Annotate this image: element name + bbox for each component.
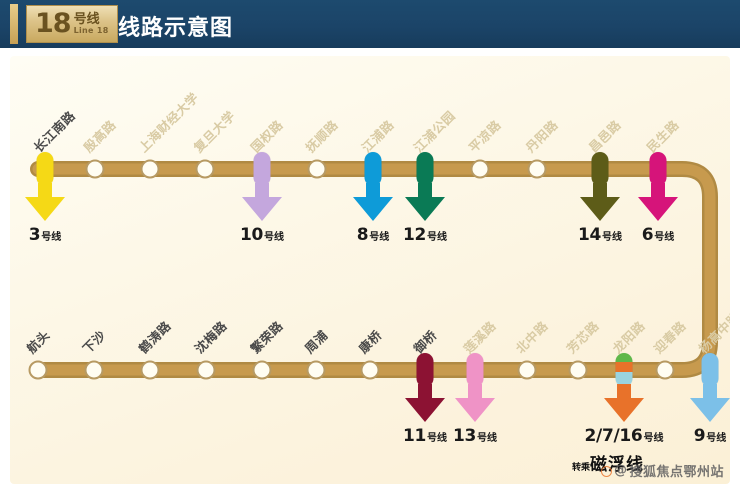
transfer-arrow-icon <box>580 183 620 221</box>
watermark: @ 搜狐焦点鄂州站 <box>600 461 724 480</box>
transfer-line-label: 9 号线 <box>694 426 727 446</box>
transfer-arrow <box>604 384 644 426</box>
transfer-arrow-icon <box>242 183 282 221</box>
transfer-arrow <box>353 183 393 225</box>
route-track <box>30 161 718 378</box>
maglev-prefix: 转乘 <box>572 463 591 473</box>
transfer-arrow-icon <box>353 183 393 221</box>
sohu-logo-icon <box>600 466 612 477</box>
transfer-line-suffix: 号线 <box>654 232 675 243</box>
line-badge-en: Line 18 <box>73 25 109 35</box>
station-dot[interactable] <box>140 159 160 179</box>
transfer-line-label: 2/7/16 号线 <box>585 426 664 446</box>
transfer-line-number: 3 <box>28 225 41 245</box>
station-dot[interactable] <box>196 360 216 380</box>
transfer-line-number: 11 <box>402 426 427 446</box>
transfer-arrow <box>405 384 445 426</box>
transfer-line-number: 14 <box>577 225 602 245</box>
transfer-line-label: 14 号线 <box>578 225 622 245</box>
transfer-arrow <box>455 384 495 426</box>
transfer-line-suffix: 号线 <box>706 433 727 444</box>
transfer-arrow-icon <box>25 183 65 221</box>
line-badge-number: 18 <box>35 8 72 39</box>
station-dot[interactable] <box>360 360 380 380</box>
transfer-line-suffix: 号线 <box>643 433 664 444</box>
transfer-line-suffix: 号线 <box>369 232 390 243</box>
transfer-line-number: 9 <box>693 426 706 446</box>
transfer-line-label: 11 号线 <box>403 426 447 446</box>
station-dot[interactable] <box>527 159 547 179</box>
transfer-arrow-icon <box>405 183 445 221</box>
station-dot[interactable] <box>140 360 160 380</box>
transfer-line-suffix: 号线 <box>602 232 623 243</box>
route-diagram: 长江南路 殷高路 上海财经大学 复旦大学 国权路 抚顺路 江浦路 江浦公园 平凉路 丹阳路 昌邑路民… <box>10 56 730 484</box>
interchange-station-marker[interactable] <box>591 152 609 186</box>
interchange-station-marker[interactable] <box>701 353 719 387</box>
transfer-line-label: 10 号线 <box>240 225 284 245</box>
transfer-arrow <box>405 183 445 225</box>
transfer-line-number: 12 <box>402 225 427 245</box>
transfer-arrow <box>242 183 282 225</box>
transfer-line-label: 8 号线 <box>357 225 390 245</box>
interchange-station-marker[interactable] <box>649 152 667 186</box>
transfer-line-suffix: 号线 <box>264 232 285 243</box>
interchange-station-marker[interactable] <box>615 353 633 387</box>
transfer-arrow <box>25 183 65 225</box>
watermark-text: 搜狐焦点鄂州站 <box>629 465 724 480</box>
line-badge: 18 号线 Line 18 <box>26 5 118 43</box>
station-dot[interactable] <box>517 360 537 380</box>
transfer-line-label: 6 号线 <box>642 225 675 245</box>
page-title: 线路示意图 <box>118 16 234 41</box>
line-badge-cn: 号线 <box>73 11 100 27</box>
transfer-line-number: 6 <box>641 225 654 245</box>
page-header: 18 号线 Line 18 线路示意图 <box>0 0 740 48</box>
transfer-line-number: 8 <box>356 225 369 245</box>
station-dot[interactable] <box>84 360 104 380</box>
transfer-line-number: 10 <box>239 225 264 245</box>
header-accent-bar <box>10 4 18 44</box>
transfer-arrow-icon <box>405 384 445 422</box>
transfer-line-label: 3 号线 <box>29 225 62 245</box>
transfer-arrow-icon <box>455 384 495 422</box>
station-dot[interactable] <box>307 159 327 179</box>
station-dot[interactable] <box>85 159 105 179</box>
transfer-line-label: 13 号线 <box>453 426 497 446</box>
transfer-arrow <box>690 384 730 426</box>
interchange-station-marker[interactable] <box>253 152 271 186</box>
transfer-arrow-icon <box>690 384 730 422</box>
transfer-arrow-icon <box>604 384 644 422</box>
transfer-line-suffix: 号线 <box>427 232 448 243</box>
interchange-station-marker[interactable] <box>364 152 382 186</box>
station-dot[interactable] <box>252 360 272 380</box>
station-dot[interactable] <box>28 360 48 380</box>
transfer-line-label: 12 号线 <box>403 225 447 245</box>
transfer-line-suffix: 号线 <box>41 232 62 243</box>
transfer-line-number: 2/7/16 <box>584 426 643 446</box>
interchange-station-marker[interactable] <box>416 353 434 387</box>
station-dot[interactable] <box>306 360 326 380</box>
transfer-line-number: 13 <box>452 426 477 446</box>
station-dot[interactable] <box>568 360 588 380</box>
transfer-line-suffix: 号线 <box>477 433 498 444</box>
transfer-line-suffix: 号线 <box>427 433 448 444</box>
interchange-station-marker[interactable] <box>466 353 484 387</box>
interchange-station-marker[interactable] <box>416 152 434 186</box>
station-dot[interactable] <box>655 360 675 380</box>
station-dot[interactable] <box>195 159 215 179</box>
transfer-arrow <box>638 183 678 225</box>
station-dot[interactable] <box>470 159 490 179</box>
transfer-arrow-icon <box>638 183 678 221</box>
transfer-arrow <box>580 183 620 225</box>
watermark-prefix: @ <box>613 463 628 478</box>
interchange-station-marker[interactable] <box>36 152 54 186</box>
